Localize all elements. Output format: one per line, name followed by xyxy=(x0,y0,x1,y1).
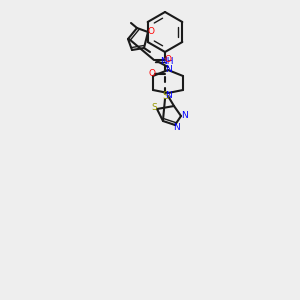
Text: N: N xyxy=(165,92,171,100)
Text: NH: NH xyxy=(160,58,174,67)
Text: S: S xyxy=(162,91,168,101)
Text: O: O xyxy=(164,56,172,64)
Text: O: O xyxy=(148,26,154,35)
Text: S: S xyxy=(151,103,157,112)
Text: O: O xyxy=(148,70,155,79)
Text: N: N xyxy=(165,65,171,74)
Text: N: N xyxy=(174,122,180,131)
Text: N: N xyxy=(182,112,188,121)
